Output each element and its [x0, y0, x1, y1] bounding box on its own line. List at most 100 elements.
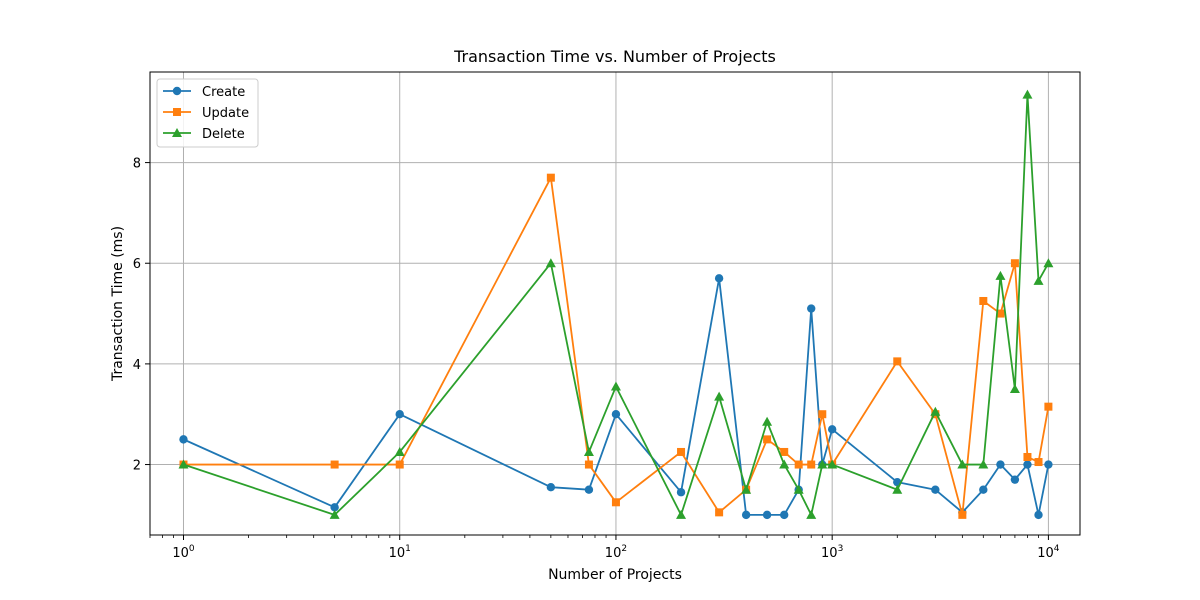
- data-point-create: [827, 425, 837, 434]
- x-tick-label-exponent: 2: [621, 544, 627, 554]
- x-tick-label-exponent: 0: [189, 544, 195, 554]
- data-point-update: [546, 173, 555, 182]
- y-tick-label: 2: [133, 459, 141, 474]
- data-point-create: [979, 485, 988, 494]
- data-point-create: [741, 510, 751, 520]
- x-tick-label-exponent: 4: [1054, 544, 1060, 554]
- data-point-create: [780, 510, 789, 520]
- data-point-update: [677, 447, 686, 456]
- legend-box: [156, 78, 259, 148]
- x-tick-label: 102: [605, 544, 627, 561]
- data-point-update: [807, 460, 816, 469]
- legend-marker-delete: [172, 128, 182, 137]
- legend-marker-create: [172, 86, 182, 96]
- data-point-delete: [394, 446, 405, 456]
- series-create: [179, 274, 1053, 520]
- data-point-create: [395, 410, 404, 419]
- data-point-update: [794, 460, 803, 469]
- data-point-create: [1023, 460, 1032, 469]
- data-point-update: [715, 508, 724, 517]
- data-point-delete: [817, 459, 828, 469]
- data-point-create: [996, 460, 1005, 469]
- data-point-update: [893, 357, 902, 366]
- data-point-update: [996, 309, 1005, 318]
- data-point-delete: [793, 484, 804, 494]
- data-point-delete: [329, 509, 340, 519]
- data-point-update: [958, 510, 967, 519]
- plot-frame: [149, 71, 1081, 536]
- data-point-update: [763, 435, 772, 444]
- data-point-delete: [827, 459, 838, 469]
- legend-item-update: Update: [163, 106, 249, 121]
- data-point-create: [611, 410, 621, 419]
- x-axis-label: Number of Projects: [548, 567, 682, 583]
- y-tick-label: 4: [133, 358, 141, 373]
- legend-label-create: Create: [202, 85, 245, 100]
- data-point-delete: [583, 446, 594, 456]
- data-point-delete: [610, 381, 621, 391]
- data-point-update: [1034, 458, 1043, 467]
- x-tick-label-exponent: 3: [838, 544, 844, 554]
- x-tick-label: 100: [172, 544, 195, 561]
- data-point-delete: [978, 459, 989, 469]
- data-point-delete: [1009, 384, 1020, 394]
- data-point-delete: [1033, 275, 1044, 285]
- x-tick-label-base: 10: [821, 546, 838, 561]
- y-tick-label: 6: [133, 257, 141, 272]
- x-tick-label-base: 10: [172, 546, 189, 561]
- data-point-delete: [1022, 89, 1033, 99]
- data-point-create: [676, 488, 686, 497]
- data-point-update: [584, 460, 593, 469]
- data-point-create: [931, 485, 940, 494]
- x-tick-label-base: 10: [605, 546, 622, 561]
- series-line-delete: [183, 93, 1050, 516]
- data-point-create: [807, 304, 816, 313]
- legend: Create Update Delete: [156, 78, 259, 148]
- x-tick-label: 101: [389, 544, 411, 561]
- data-point-delete: [957, 459, 968, 469]
- y-axis-label: Transaction Time (ms): [110, 226, 126, 382]
- x-tick-label-base: 10: [389, 546, 406, 561]
- data-point-create: [546, 482, 556, 492]
- series-layer: [178, 89, 1054, 520]
- data-point-update: [330, 460, 339, 469]
- data-point-update: [1044, 402, 1053, 411]
- legend-item-delete: Delete: [163, 127, 245, 142]
- y-axis: 2 4 6 8: [133, 157, 150, 474]
- data-point-create: [330, 503, 339, 512]
- data-point-update: [395, 460, 404, 469]
- gridlines: [150, 72, 1080, 535]
- data-point-update: [611, 498, 620, 507]
- data-point-delete: [892, 484, 903, 494]
- y-tick-label: 8: [133, 157, 141, 172]
- legend-label-delete: Delete: [202, 127, 245, 142]
- data-point-delete: [741, 484, 752, 494]
- x-axis: 100 101 102 103 104: [149, 535, 1060, 561]
- x-tick-label-exponent: 1: [405, 544, 411, 554]
- data-point-delete: [762, 416, 773, 426]
- data-point-delete: [178, 459, 189, 469]
- data-point-update: [780, 447, 789, 456]
- data-point-create: [762, 510, 772, 520]
- data-point-delete: [1043, 258, 1054, 268]
- data-point-delete: [930, 406, 941, 416]
- data-point-update: [818, 410, 827, 419]
- legend-label-update: Update: [202, 106, 249, 121]
- data-point-delete: [806, 509, 817, 519]
- x-tick-label-base: 10: [1037, 546, 1054, 561]
- data-point-update: [979, 296, 988, 305]
- data-point-create: [584, 485, 594, 494]
- data-point-create: [1044, 460, 1053, 469]
- data-point-create: [179, 435, 188, 444]
- data-point-update: [1010, 259, 1019, 268]
- data-point-update: [1023, 452, 1032, 461]
- chart-title: Transaction Time vs. Number of Projects: [453, 47, 776, 66]
- data-point-create: [1034, 510, 1043, 520]
- data-point-create: [714, 274, 724, 283]
- legend-marker-update: [173, 108, 181, 116]
- data-point-delete: [995, 270, 1006, 280]
- x-tick-label: 103: [821, 544, 843, 561]
- legend-item-create: Create: [163, 85, 245, 100]
- series-delete: [178, 89, 1054, 519]
